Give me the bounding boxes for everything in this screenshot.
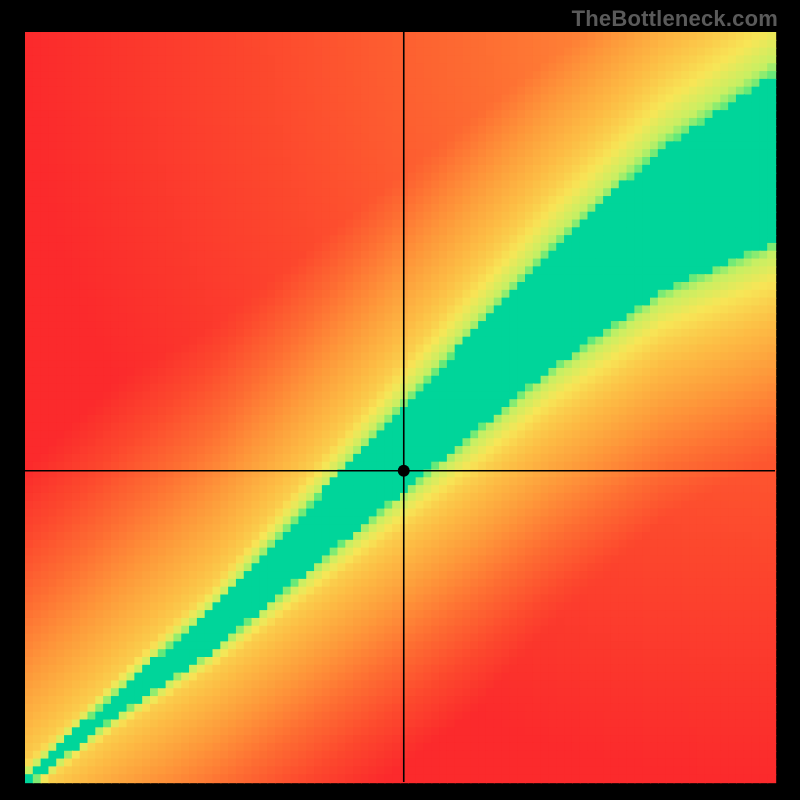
chart-container: TheBottleneck.com [0,0,800,800]
watermark-label: TheBottleneck.com [572,6,778,32]
bottleneck-heatmap-canvas [0,0,800,800]
